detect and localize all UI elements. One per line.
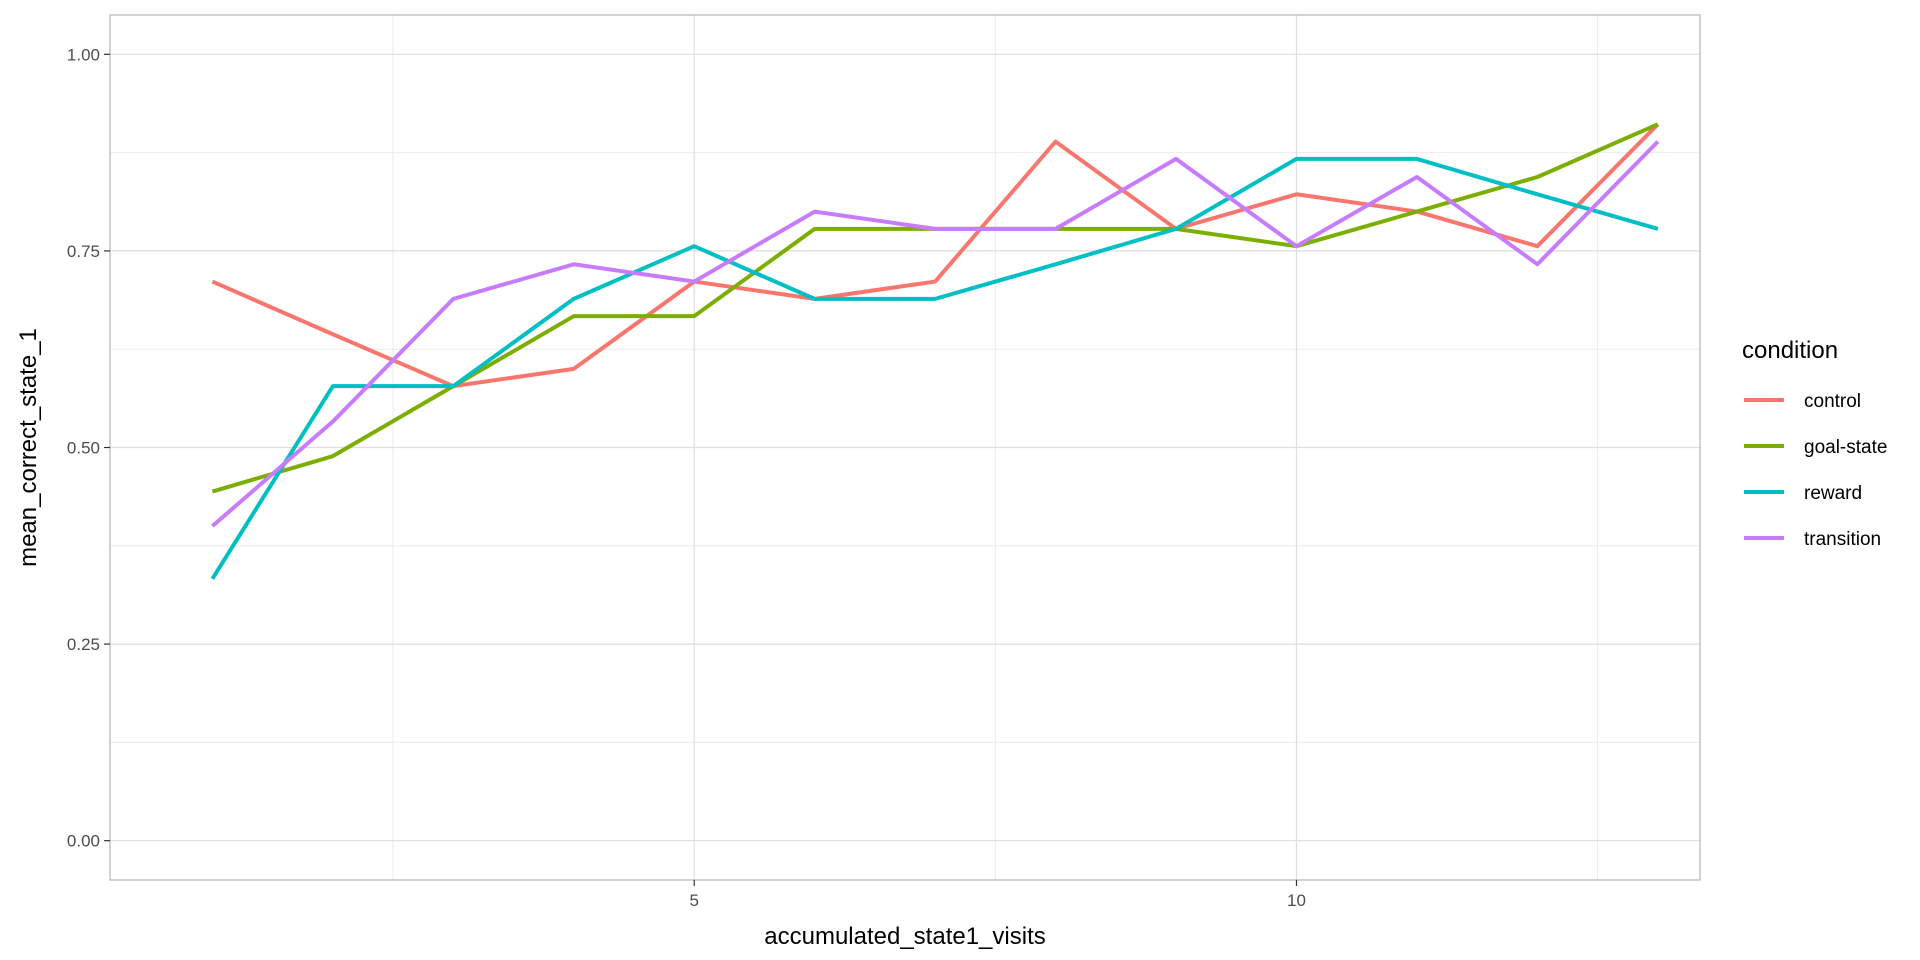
x-tick-label: 10 <box>1287 891 1306 910</box>
y-axis-ticks: 0.00 0.25 0.50 0.75 1.00 <box>67 45 110 851</box>
legend-label-control: control <box>1804 391 1861 412</box>
y-axis-title: mean_correct_state_1 <box>15 328 42 567</box>
y-tick-label: 1.00 <box>67 45 100 64</box>
legend-label-transition: transition <box>1804 529 1881 550</box>
series-line-reward <box>210 156 1659 580</box>
y-tick-label: 0.50 <box>67 439 100 458</box>
legend-label-goal-state: goal-state <box>1804 437 1887 458</box>
x-axis-title: accumulated_state1_visits <box>764 923 1045 950</box>
x-axis-ticks: 5 10 <box>689 880 1306 910</box>
legend: condition control goal-state reward transit… <box>1742 337 1887 550</box>
y-tick-label: 0.75 <box>67 242 100 261</box>
y-tick-label: 0.25 <box>67 635 100 654</box>
y-tick-label: 0.00 <box>67 832 100 851</box>
series-lines <box>210 122 1660 580</box>
x-tick-label: 5 <box>689 891 698 910</box>
legend-title: condition <box>1742 337 1838 364</box>
legend-label-reward: reward <box>1804 483 1862 504</box>
series-line-transition <box>211 140 1660 528</box>
